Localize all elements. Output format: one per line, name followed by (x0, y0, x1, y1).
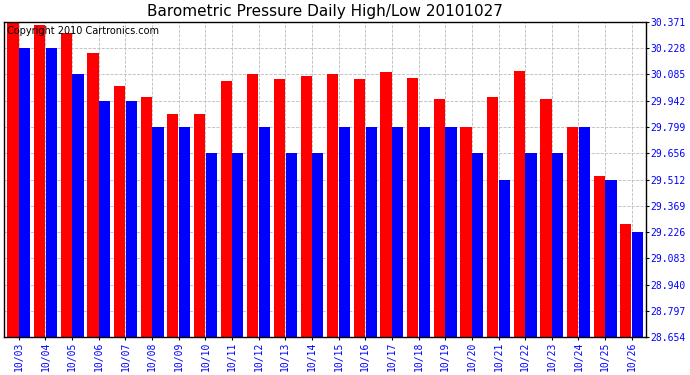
Bar (472, 153, 483, 337)
Bar (593, 176, 605, 337)
Bar (99, 100, 110, 337)
Bar (392, 127, 404, 337)
Bar (167, 114, 179, 337)
Bar (380, 72, 392, 337)
Bar (552, 153, 563, 337)
Bar (313, 153, 324, 337)
Bar (567, 127, 578, 337)
Bar (513, 70, 525, 337)
Bar (525, 153, 537, 337)
Bar (339, 127, 350, 337)
Bar (194, 114, 205, 337)
Bar (446, 127, 457, 337)
Bar (605, 180, 617, 337)
Bar (620, 224, 631, 337)
Bar (366, 127, 377, 337)
Bar (419, 127, 430, 337)
Text: Copyright 2010 Cartronics.com: Copyright 2010 Cartronics.com (8, 27, 159, 36)
Bar (141, 97, 152, 337)
Bar (247, 74, 258, 337)
Bar (61, 33, 72, 337)
Bar (72, 74, 83, 337)
Bar (540, 99, 551, 337)
Bar (179, 127, 190, 337)
Bar (327, 74, 338, 337)
Bar (407, 78, 418, 337)
Bar (206, 153, 217, 337)
Bar (579, 127, 590, 337)
Bar (221, 81, 232, 337)
Bar (274, 79, 285, 337)
Bar (460, 127, 471, 337)
Bar (259, 127, 270, 337)
Bar (354, 79, 365, 337)
Bar (434, 99, 445, 337)
Bar (499, 180, 510, 337)
Bar (114, 86, 125, 337)
Title: Barometric Pressure Daily High/Low 20101027: Barometric Pressure Daily High/Low 20101… (148, 4, 503, 19)
Bar (233, 153, 244, 337)
Bar (286, 153, 297, 337)
Bar (301, 76, 312, 337)
Bar (46, 48, 57, 337)
Bar (126, 100, 137, 337)
Bar (34, 25, 46, 337)
Bar (88, 53, 99, 337)
Bar (487, 97, 498, 337)
Bar (152, 127, 164, 337)
Bar (8, 22, 19, 337)
Bar (632, 232, 643, 337)
Bar (19, 48, 30, 337)
